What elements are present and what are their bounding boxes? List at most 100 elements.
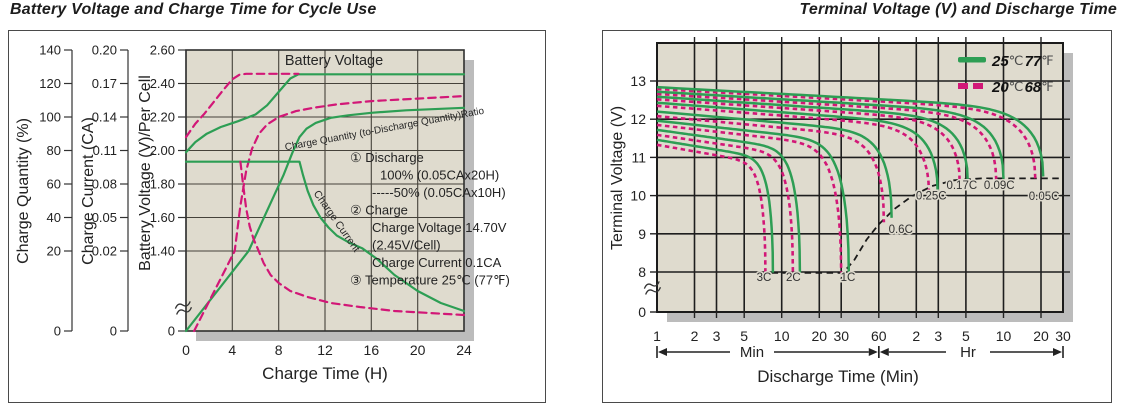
arrow-right-icon: [1052, 348, 1062, 356]
axis-break-icon: [643, 281, 662, 295]
annotation-line: Charge Voltage 14.70V: [372, 220, 507, 235]
annotation-line: ② Charge: [350, 203, 408, 218]
y-axis-title: Charge Quantity (%): [15, 118, 32, 264]
rate-label: 0.09C: [984, 180, 1015, 192]
legend-swatch-dash: [958, 83, 968, 89]
tick-label: 20: [410, 342, 426, 358]
series-3C-25C: [656, 138, 775, 273]
tick-label: 1.80: [150, 177, 175, 192]
tick-label: 5: [740, 328, 748, 344]
tick-label: 10: [774, 328, 790, 344]
series-0.6C-20C: [656, 114, 886, 223]
arrow-left-icon: [879, 348, 889, 356]
tick-label: 0: [182, 342, 190, 358]
curve-label: Battery Voltage: [285, 53, 383, 69]
series-0.09C-20C: [656, 92, 998, 182]
tick-label: 80: [47, 143, 61, 158]
tick-label: 2: [912, 328, 920, 344]
rate-label: 2C: [786, 272, 801, 284]
range-bar-label: Min: [740, 344, 764, 361]
axis-break-wave: [643, 281, 660, 289]
tick-label: 120: [39, 76, 61, 91]
tick-label: 3: [713, 328, 721, 344]
tick-label: 10: [630, 188, 646, 204]
annotation-line: ① Discharge: [350, 150, 424, 165]
legend-swatch-solid: [958, 57, 986, 63]
series-3C-20C: [656, 143, 767, 273]
series-charge-quantity-100pct: [184, 106, 466, 333]
series-0.09C-25C: [656, 90, 1005, 179]
tick-label: 16: [364, 342, 380, 358]
plot-border: [656, 42, 1064, 313]
rate-label: 0.6C: [889, 224, 913, 236]
tick-label: 12: [630, 111, 646, 127]
tick-label: 20: [811, 328, 827, 344]
arrow-left-icon: [658, 348, 667, 356]
y-axis-title: Terminal Voltage (V): [609, 106, 626, 250]
tick-label: 30: [1055, 328, 1071, 344]
tick-label: 0: [110, 324, 117, 339]
tick-label: 0.14: [92, 110, 117, 125]
tick-label: 20: [47, 244, 61, 259]
tick-label: 12: [317, 342, 333, 358]
tick-label: 100: [39, 110, 61, 125]
tick-label: 1: [653, 328, 661, 344]
tick-label: 0.02: [92, 244, 117, 259]
series-2C-20C: [656, 133, 795, 273]
legend: 25℃ 77℉ 20℃ 68℉: [958, 53, 1055, 96]
series-0.6C-25C: [656, 110, 893, 218]
series-1C-20C: [656, 123, 843, 273]
series-0.17C-25C: [656, 95, 969, 182]
tick-label: 0: [638, 304, 646, 320]
rate-label: 0.05C: [1029, 191, 1060, 203]
tick-label: 0.20: [92, 43, 117, 58]
tick-label: 2: [691, 328, 699, 344]
series-1C-25C: [656, 119, 851, 273]
series-charge-quantity-50pct: [193, 95, 466, 333]
tick-label: 2.60: [150, 43, 175, 58]
legend-swatch-dash: [973, 83, 983, 89]
range-bar-label: Hr: [960, 344, 976, 361]
legend-label: 25℃ 77℉: [991, 53, 1055, 70]
tick-label: 3: [934, 328, 942, 344]
tick-label: 4: [228, 342, 236, 358]
annotation-line: Charge Current 0.1CA: [372, 255, 502, 270]
arrow-right-icon: [868, 348, 878, 356]
series-charge-current-100pct: [184, 160, 466, 313]
annotation-line: -----50% (0.05CAx10H): [372, 185, 506, 200]
tick-label: 40: [47, 210, 61, 225]
axis-break-wave: [645, 287, 662, 295]
tick-label: 13: [630, 73, 646, 89]
tick-label: 1.60: [150, 210, 175, 225]
x-axis-title: Discharge Time (Min): [757, 367, 919, 386]
axis-break-icon: [174, 301, 193, 315]
tick-label: 0.08: [92, 177, 117, 192]
tick-label: 30: [833, 328, 849, 344]
series-0.25C-25C: [656, 101, 939, 193]
range-bar-hr: Hr: [878, 344, 1064, 361]
y-axis-title: Battery Voltage (V)/Per Cell: [137, 75, 154, 271]
tick-label: 60: [871, 328, 887, 344]
series-0.05C-25C: [656, 85, 1045, 177]
series-battery-voltage-100pct: [184, 73, 466, 154]
tick-label: 0.05: [92, 210, 117, 225]
series-0.17C-20C: [656, 98, 962, 185]
tick-label: 0: [54, 324, 61, 339]
tick-label: 0.11: [93, 143, 117, 158]
tick-label: 60: [47, 177, 61, 192]
left-chart-title: Battery Voltage and Charge Time for Cycl…: [10, 1, 377, 18]
annotation-line: ③ Temperature 25℃ (77℉): [350, 273, 510, 288]
tick-label: 5: [962, 328, 970, 344]
tick-label: 0: [168, 324, 175, 339]
tick-label: 8: [638, 264, 646, 280]
rate-label: 0.17C: [946, 180, 977, 192]
series-0.05C-20C: [656, 87, 1037, 179]
tick-label: 2.40: [150, 76, 175, 91]
series-battery-voltage-50pct: [184, 72, 300, 139]
tick-label: 11: [631, 149, 646, 165]
rate-label: 3C: [757, 272, 772, 284]
